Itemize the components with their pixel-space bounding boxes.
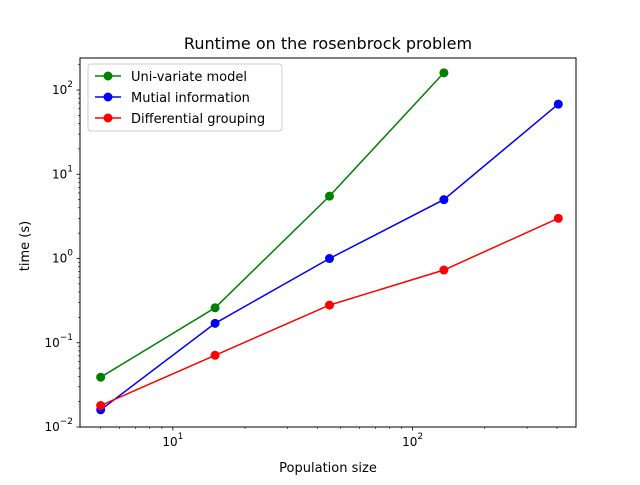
- data-point: [210, 303, 220, 313]
- series-line: [100, 72, 445, 378]
- legend-marker: [103, 113, 113, 123]
- legend-marker: [103, 71, 113, 81]
- data-point: [324, 300, 334, 310]
- data-point: [210, 318, 220, 328]
- legend-label: Uni-variate model: [131, 70, 247, 85]
- legend-box: [87, 63, 283, 132]
- y-tick-label: 102: [52, 80, 73, 97]
- legend: Uni-variate model Mutial information Diffe…: [87, 63, 283, 132]
- data-point: [553, 99, 563, 109]
- data-point: [439, 195, 449, 205]
- y-tick-label: 10−2: [44, 417, 73, 434]
- x-tick-label: 101: [162, 432, 183, 449]
- y-tick-label: 100: [52, 249, 73, 266]
- data-point: [210, 350, 220, 360]
- x-axis-label: Population size: [279, 461, 377, 476]
- axis-ticks: 10−2 10−1 100 101 102 101 102: [44, 64, 558, 449]
- series-group: [96, 68, 449, 382]
- data-point: [96, 372, 106, 382]
- series-lines: [96, 68, 563, 415]
- data-point: [439, 68, 449, 78]
- y-tick-label: 10−1: [44, 333, 73, 350]
- data-point: [439, 265, 449, 275]
- data-point: [324, 254, 334, 264]
- legend-label: Differential grouping: [131, 112, 265, 127]
- x-tick-label: 102: [402, 432, 423, 449]
- legend-label: Mutial information: [131, 91, 250, 106]
- series-group: [96, 99, 563, 415]
- legend-marker: [103, 92, 113, 102]
- y-tick-label: 101: [52, 164, 73, 181]
- plot-frame: [79, 57, 577, 428]
- data-point: [324, 191, 334, 201]
- chart-title: Runtime on the rosenbrock problem: [184, 34, 472, 53]
- series-group: [96, 213, 563, 410]
- data-point: [553, 213, 563, 223]
- y-axis-label: time (s): [18, 221, 33, 271]
- data-point: [96, 400, 106, 410]
